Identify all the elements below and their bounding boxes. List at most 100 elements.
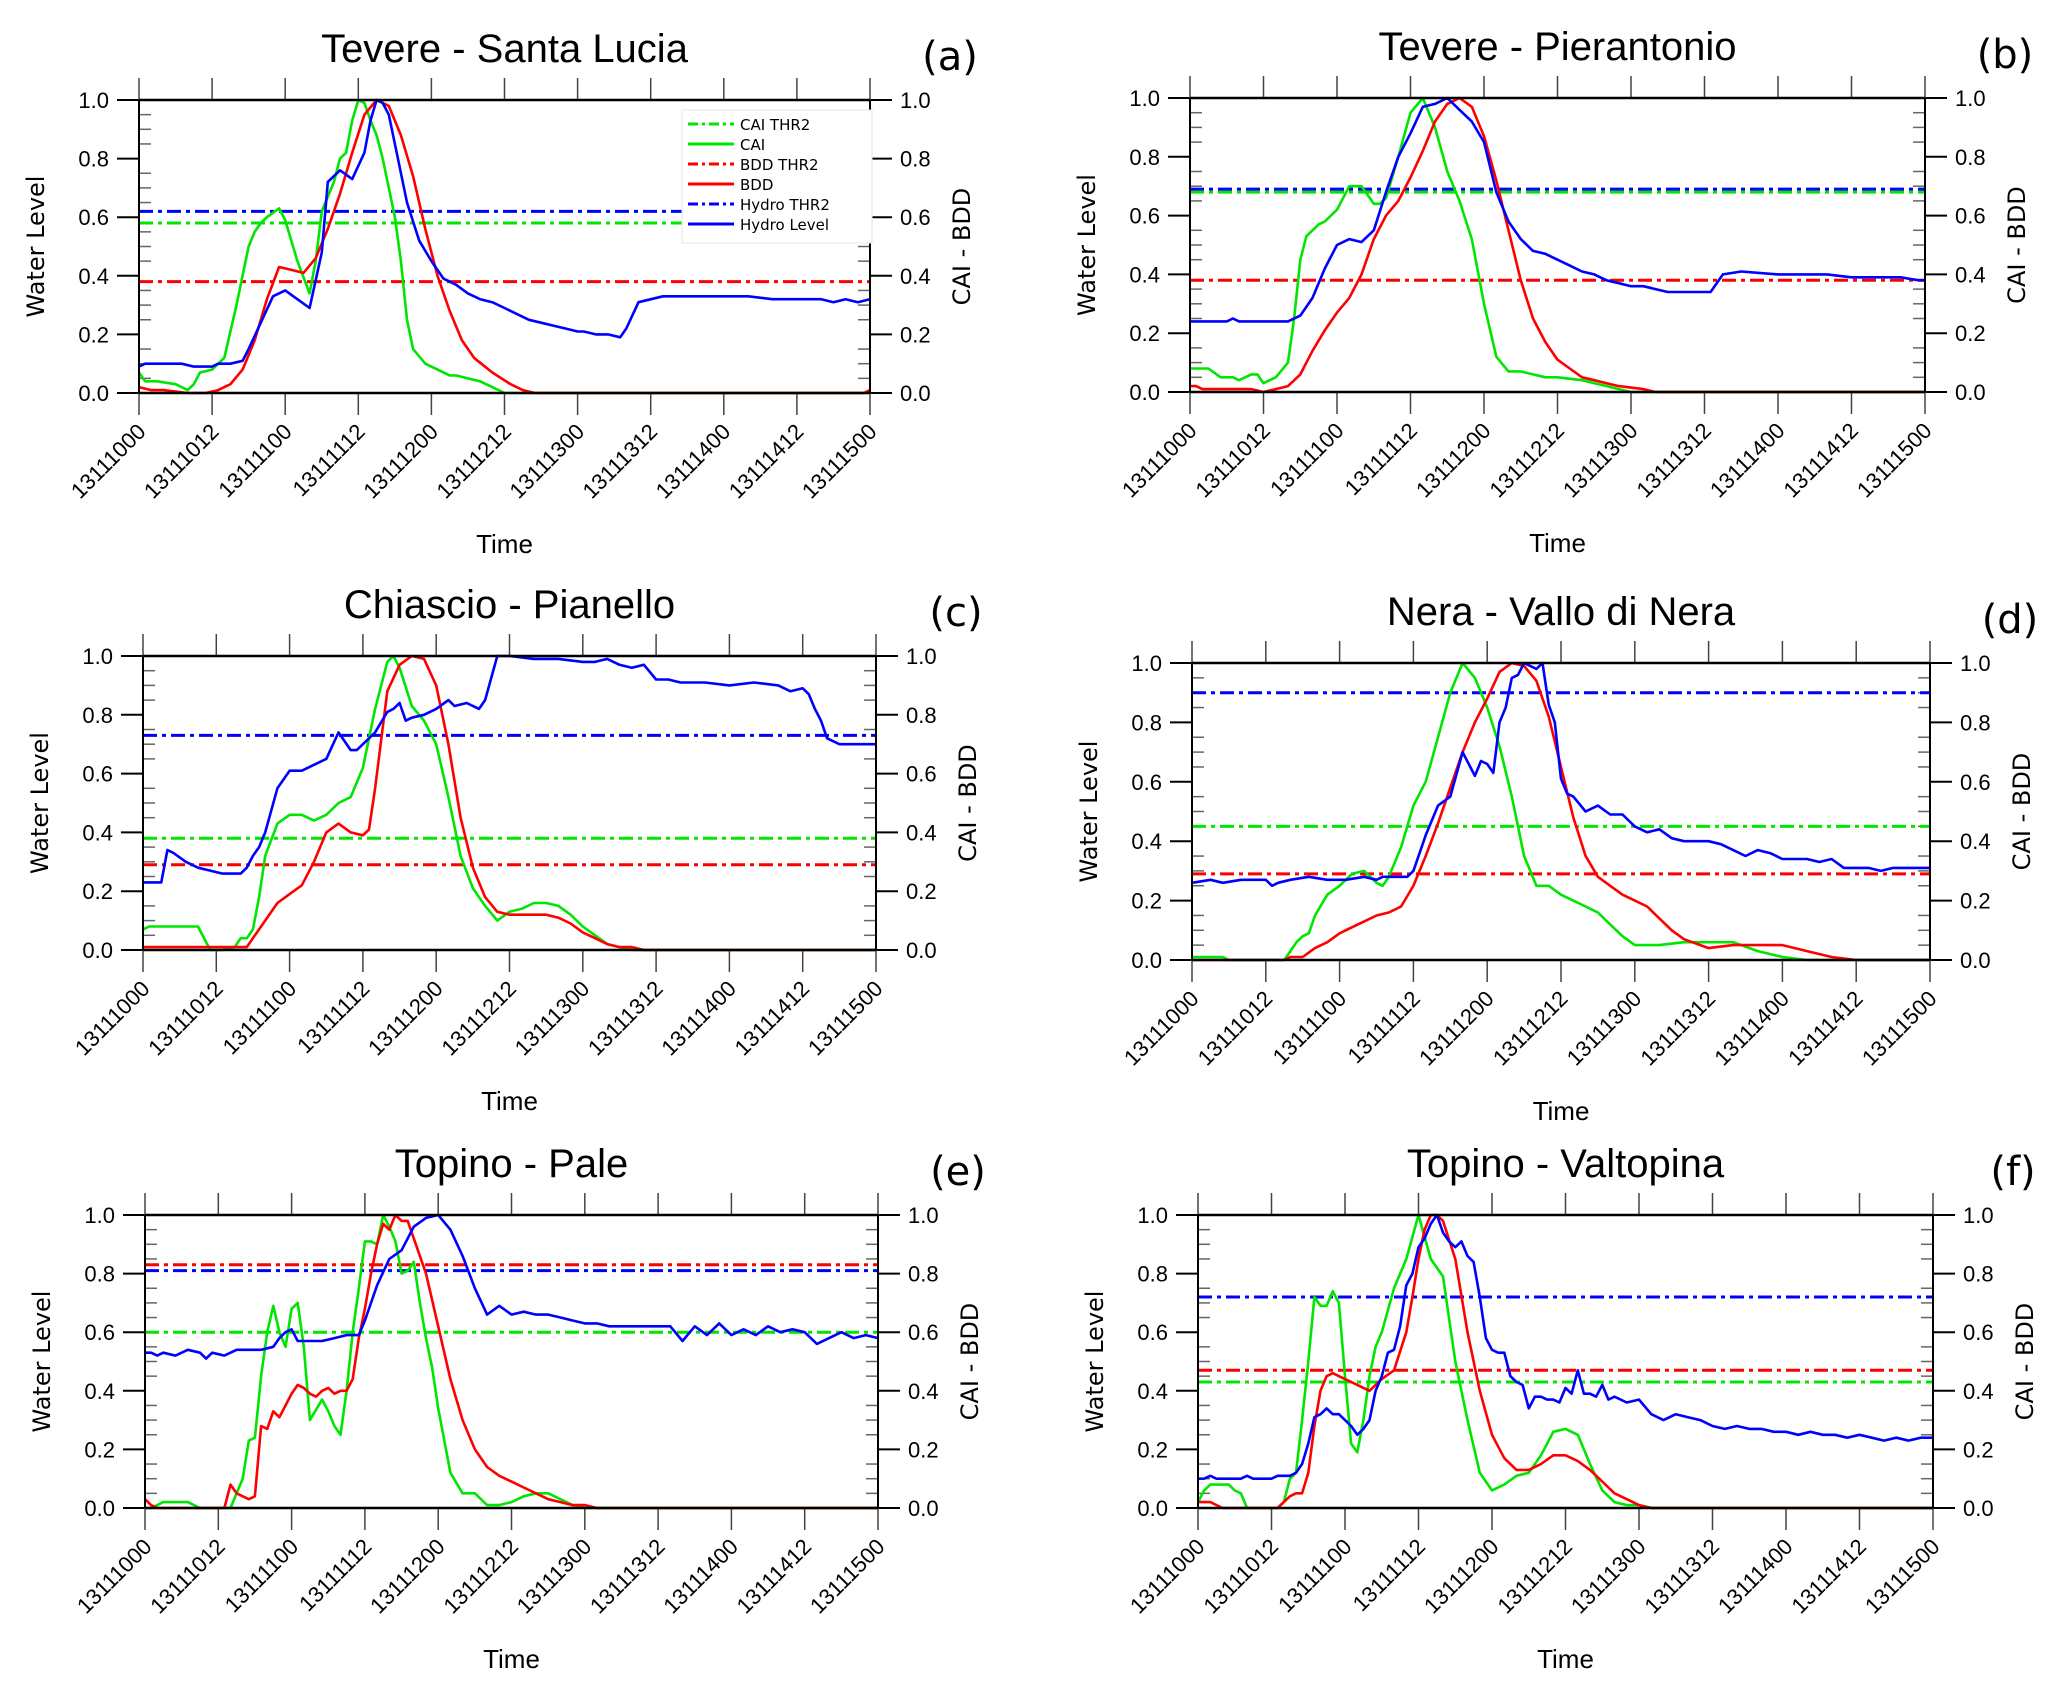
- chart-title: Chiascio - Pianello: [344, 583, 675, 627]
- x-tick-label: 13111212: [1492, 1534, 1577, 1619]
- y2-tick-label: 1.0: [906, 644, 937, 669]
- x-axis-label: Time: [481, 1086, 538, 1116]
- y2-axis-label: CAI - BDD: [2003, 186, 2031, 304]
- y2-axis-label: CAI - BDD: [2008, 753, 2036, 871]
- y-tick-label: 0.0: [82, 938, 113, 963]
- chart-panel-e: Topino - Pale (e) 0.0 0.0 0.2 0.2 0.4 0.4 0.6 0.6…: [28, 1142, 986, 1674]
- y2-tick-label: 0.0: [906, 938, 937, 963]
- y-tick-label: 0.8: [84, 1262, 115, 1287]
- x-tick-label: 13111212: [438, 1534, 523, 1619]
- y2-tick-label: 0.4: [900, 264, 931, 289]
- series-line-hydro: [139, 98, 870, 368]
- x-tick-label: 13111200: [1419, 1534, 1504, 1619]
- x-tick-label: 13111100: [1265, 418, 1348, 501]
- series-line-hydro: [145, 1213, 878, 1360]
- x-tick-label: 13111312: [1639, 1534, 1724, 1619]
- y2-axis-label: CAI - BDD: [948, 188, 976, 306]
- y-tick-label: 0.0: [78, 381, 109, 406]
- x-tick-label: 13111312: [578, 419, 663, 504]
- y-axis-label: Water Level: [26, 732, 54, 874]
- x-tick-label: 13111312: [1636, 986, 1721, 1071]
- y2-tick-label: 0.2: [900, 322, 931, 347]
- y2-tick-label: 0.8: [1963, 1262, 1994, 1287]
- y2-tick-label: 0.2: [906, 879, 937, 904]
- y-tick-label: 0.0: [1131, 948, 1162, 973]
- y-tick-label: 0.2: [1137, 1437, 1168, 1462]
- y-tick-label: 1.0: [1137, 1203, 1168, 1228]
- x-tick-label: 13111012: [1190, 418, 1275, 503]
- y2-tick-label: 0.4: [1960, 829, 1991, 854]
- x-tick-label: 13111312: [583, 976, 668, 1061]
- y-tick-label: 1.0: [78, 88, 109, 113]
- panel-label: (b): [1977, 32, 2034, 78]
- y-tick-label: 0.8: [1129, 145, 1160, 170]
- y2-tick-label: 0.8: [1955, 145, 1986, 170]
- chart-panel-f: Topino - Valtopina (f) 0.0 0.0 0.2 0.2 0.4 0.4 0…: [1081, 1142, 2039, 1674]
- y-tick-label: 0.2: [78, 322, 109, 347]
- y2-tick-label: 0.4: [906, 820, 937, 845]
- legend-entry: CAI THR2: [740, 116, 810, 134]
- series-line-cai: [145, 1213, 878, 1510]
- x-tick-label: 13111012: [1198, 1534, 1283, 1619]
- y-tick-label: 0.0: [1129, 380, 1160, 405]
- x-tick-label: 13111400: [1709, 986, 1794, 1071]
- y2-tick-label: 0.2: [1960, 889, 1991, 914]
- x-tick-label: 13111112: [1340, 418, 1422, 500]
- x-tick-label: 13111200: [1414, 986, 1499, 1071]
- x-tick-label: 13111500: [797, 419, 882, 504]
- y2-tick-label: 1.0: [908, 1203, 939, 1228]
- series-line-hydro: [143, 654, 876, 884]
- chart-panel-c: Chiascio - Pianello (c) 0.0 0.0 0.2 0.2 0.4 0.4…: [26, 583, 983, 1116]
- x-tick-label: 13111000: [70, 976, 155, 1061]
- y-tick-label: 0.2: [82, 879, 113, 904]
- y-tick-label: 0.8: [1131, 710, 1162, 735]
- y-tick-label: 1.0: [84, 1203, 115, 1228]
- x-tick-label: 13111100: [1268, 986, 1351, 1069]
- chart-title: Tevere - Santa Lucia: [321, 27, 689, 71]
- y-axis-label: Water Level: [1075, 741, 1103, 883]
- x-tick-label: 13111500: [1857, 986, 1942, 1071]
- x-tick-label: 13111300: [510, 976, 595, 1061]
- series-line-hydro: [1190, 96, 1925, 323]
- series-line-hydro: [1192, 661, 1930, 888]
- y2-axis-label: CAI - BDD: [956, 1303, 984, 1421]
- x-tick-label: 13111000: [1125, 1534, 1210, 1619]
- y2-tick-label: 0.6: [1960, 770, 1991, 795]
- chart-title: Topino - Pale: [395, 1142, 628, 1186]
- y2-tick-label: 0.2: [1963, 1437, 1994, 1462]
- x-tick-label: 13111112: [1343, 986, 1425, 1068]
- panel-label: (e): [930, 1149, 986, 1195]
- x-tick-label: 13111412: [732, 1534, 817, 1619]
- y2-tick-label: 0.0: [900, 381, 931, 406]
- x-tick-label: 13111400: [658, 1534, 743, 1619]
- x-tick-label: 13111000: [72, 1534, 157, 1619]
- x-tick-label: 13111112: [292, 976, 374, 1058]
- x-axis-label: Time: [1537, 1644, 1594, 1674]
- y-tick-label: 0.6: [1129, 204, 1160, 229]
- y2-tick-label: 0.4: [1963, 1379, 1994, 1404]
- x-tick-label: 13111300: [505, 419, 590, 504]
- x-tick-label: 13111000: [1119, 986, 1204, 1071]
- y-tick-label: 0.2: [1129, 321, 1160, 346]
- y-axis-label: Water Level: [28, 1291, 56, 1433]
- y-tick-label: 0.0: [84, 1496, 115, 1521]
- x-tick-label: 13111412: [1786, 1534, 1871, 1619]
- x-tick-label: 13111200: [1411, 418, 1496, 503]
- x-tick-label: 13111100: [213, 419, 296, 502]
- x-tick-label: 13111100: [220, 1534, 303, 1617]
- y-tick-label: 0.4: [84, 1379, 115, 1404]
- x-tick-label: 13111100: [218, 976, 301, 1059]
- y-tick-label: 0.0: [1137, 1496, 1168, 1521]
- panel-label: (f): [1990, 1149, 2035, 1195]
- chart-title: Topino - Valtopina: [1407, 1142, 1725, 1186]
- y2-tick-label: 0.6: [906, 762, 937, 787]
- y2-tick-label: 0.6: [1955, 204, 1986, 229]
- y-axis-label: Water Level: [22, 176, 50, 318]
- x-tick-label: 13111012: [145, 1534, 230, 1619]
- y-tick-label: 0.6: [82, 762, 113, 787]
- panel-label: (d): [1982, 597, 2039, 643]
- x-tick-label: 13111300: [512, 1534, 597, 1619]
- y2-tick-label: 0.4: [1955, 262, 1986, 287]
- panel-label: (c): [929, 590, 982, 636]
- y2-tick-label: 0.6: [900, 205, 931, 230]
